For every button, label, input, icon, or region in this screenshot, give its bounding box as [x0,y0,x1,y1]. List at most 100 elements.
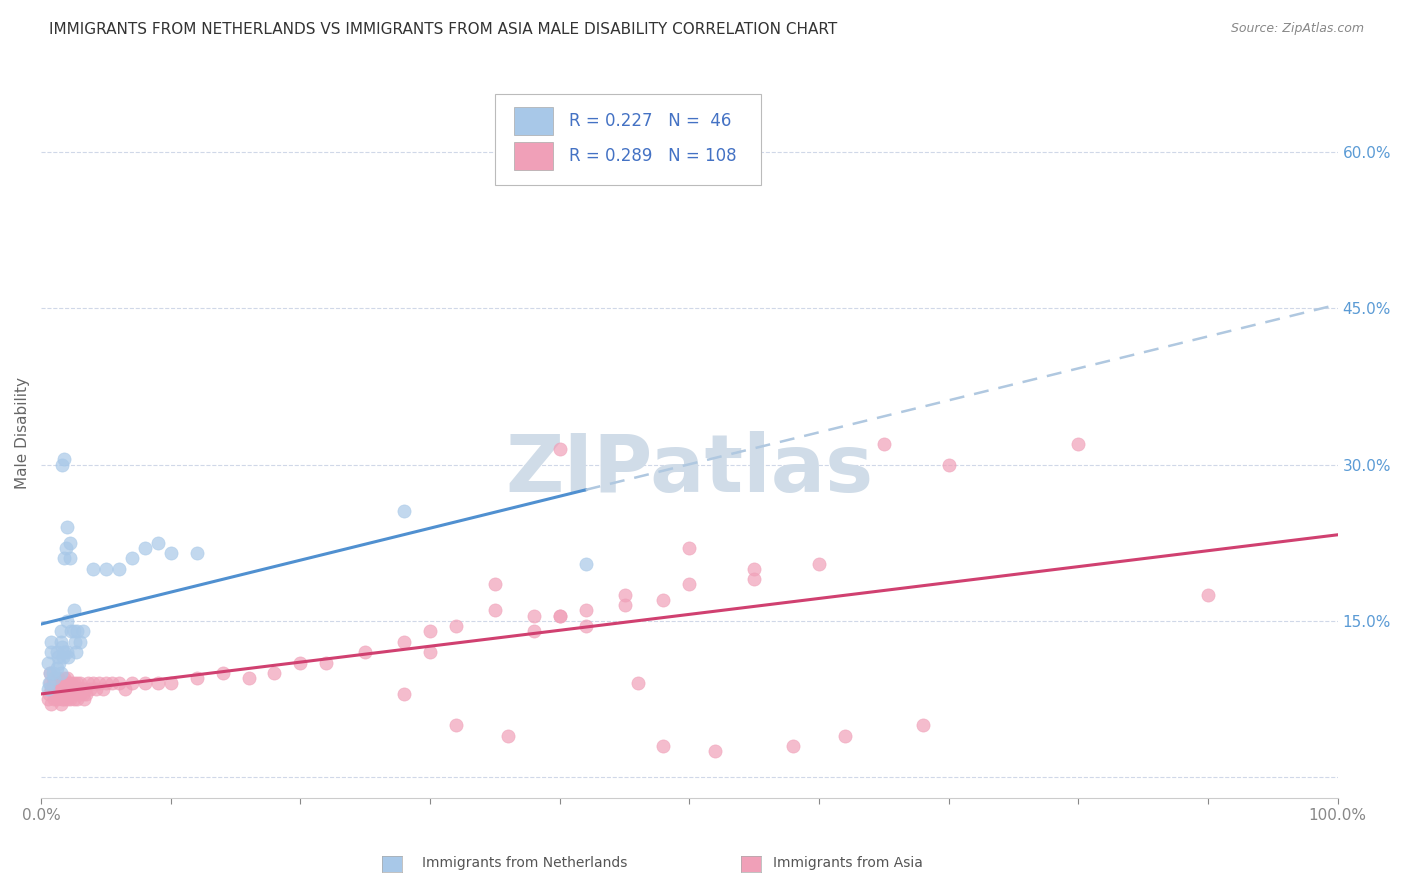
Point [93,681,115,696]
Point [62,624,84,639]
Point [51,692,73,706]
Point [89,676,111,690]
Point [146,535,169,549]
Point [39,665,62,680]
Point [392,504,415,518]
Point [79,681,101,696]
Point [56,681,79,696]
Point [94,676,117,690]
Point [66,692,89,706]
Point [65,687,87,701]
Point [575,603,598,617]
Point [49,687,72,701]
Point [523,608,546,623]
Point [41,681,63,696]
Point [63,634,86,648]
Point [484,603,506,617]
Point [419,624,441,639]
Point [82,676,104,690]
Point [51,640,73,654]
Point [37,681,59,696]
Point [159,546,181,560]
Point [59,676,82,690]
Point [59,535,82,549]
Text: Source: ZipAtlas.com: Source: ZipAtlas.com [1230,22,1364,36]
Point [548,608,571,623]
Point [315,656,337,670]
Point [46,671,69,685]
Point [66,624,89,639]
Point [496,729,519,743]
Point [41,634,63,648]
Point [73,692,96,706]
Point [56,671,79,685]
Point [56,520,79,534]
Text: Immigrants from Netherlands: Immigrants from Netherlands [422,856,627,871]
Point [49,665,72,680]
Point [69,676,91,690]
Point [263,665,285,680]
Point [159,676,181,690]
Point [55,541,77,555]
Point [42,676,65,690]
Point [72,624,94,639]
Point [60,681,83,696]
Point [45,692,67,706]
Point [69,687,91,701]
Point [38,687,60,701]
Point [52,687,75,701]
Point [59,687,82,701]
Point [56,614,79,628]
Point [76,676,98,690]
Point [51,458,73,472]
Point [65,645,87,659]
Point [548,608,571,623]
Point [186,546,208,560]
Point [444,718,467,732]
Point [53,681,76,696]
Y-axis label: Male Disability: Male Disability [15,377,30,490]
Point [72,687,94,701]
Point [523,624,546,639]
Point [53,671,76,685]
Point [59,681,82,696]
Point [62,676,84,690]
Point [938,458,960,472]
Point [575,619,598,633]
Point [45,645,67,659]
Text: Immigrants from Asia: Immigrants from Asia [773,856,924,871]
Point [484,577,506,591]
Text: R = 0.227   N =  46: R = 0.227 N = 46 [569,112,731,130]
Point [704,744,727,758]
Point [49,698,72,712]
FancyBboxPatch shape [495,94,761,186]
Point [186,671,208,685]
Point [101,676,124,690]
Point [62,692,84,706]
Point [53,645,76,659]
Point [121,676,143,690]
Point [134,541,156,555]
Point [67,681,90,696]
Point [46,681,69,696]
Point [75,681,97,696]
Point [613,588,636,602]
Point [146,676,169,690]
Point [56,692,79,706]
Point [834,729,856,743]
Point [548,442,571,456]
Point [41,645,63,659]
Point [41,698,63,712]
Point [58,676,80,690]
Point [114,681,136,696]
Point [42,681,65,696]
Point [55,676,77,690]
Point [49,624,72,639]
Point [63,681,86,696]
Point [911,718,934,732]
Point [652,593,675,607]
Point [48,676,70,690]
Point [53,452,76,467]
Point [94,562,117,576]
Bar [515,142,553,170]
